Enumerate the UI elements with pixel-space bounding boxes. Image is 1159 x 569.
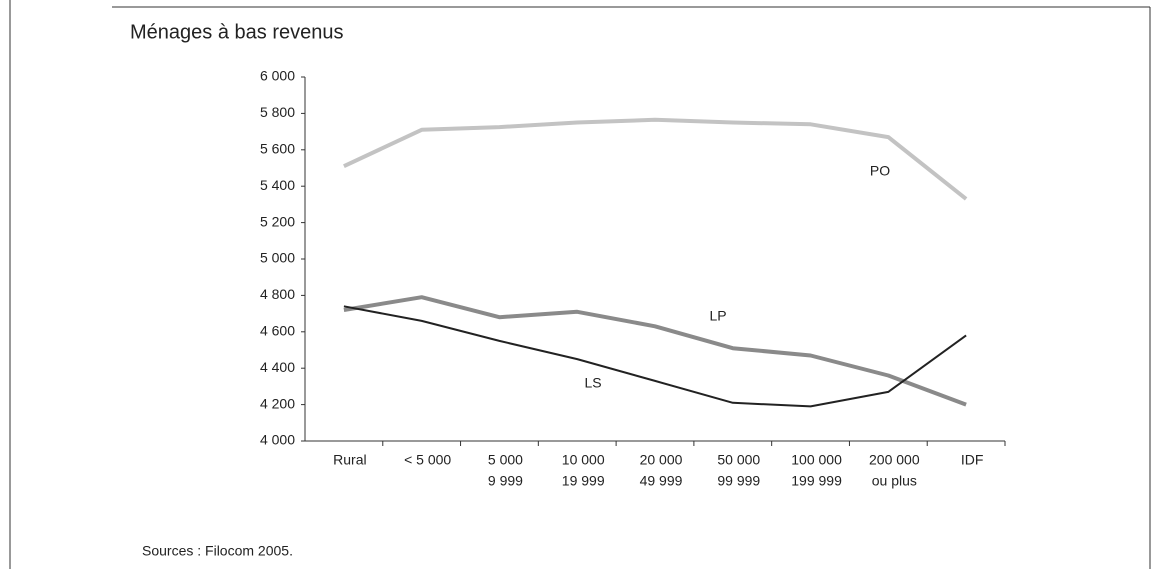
x-tick-label: 199 999 — [791, 473, 842, 489]
series-label: LP — [709, 308, 726, 324]
y-tick-label: 4 600 — [260, 323, 295, 339]
x-tick-label: Rural — [333, 452, 366, 468]
x-tick-label: ou plus — [872, 473, 917, 489]
x-tick-label: 19 999 — [562, 473, 605, 489]
series-line — [343, 305, 967, 408]
y-tick-label: 4 400 — [260, 359, 295, 375]
series-line — [343, 295, 967, 407]
y-tick-label: 4 800 — [260, 286, 295, 302]
series-label: PO — [870, 163, 890, 179]
x-tick-label: 9 999 — [488, 473, 523, 489]
x-tick-label: 50 000 — [717, 452, 760, 468]
y-tick-label: 5 200 — [260, 213, 295, 229]
y-tick-label: 5 800 — [260, 104, 295, 120]
x-tick-label: < 5 000 — [404, 452, 451, 468]
x-tick-label: 49 999 — [640, 473, 683, 489]
series-label: LS — [584, 375, 601, 391]
y-tick-label: 4 000 — [260, 432, 295, 448]
x-tick-label: 200 000 — [869, 452, 920, 468]
y-tick-label: 5 400 — [260, 177, 295, 193]
x-tick-label: 20 000 — [640, 452, 683, 468]
y-tick-label: 5 600 — [260, 141, 295, 157]
series-line — [343, 117, 968, 201]
y-tick-label: 5 000 — [260, 250, 295, 266]
chart-title: Ménages à bas revenus — [130, 21, 343, 43]
y-tick-label: 4 200 — [260, 395, 295, 411]
x-tick-label: 100 000 — [791, 452, 842, 468]
x-tick-label: IDF — [961, 452, 984, 468]
source-note: Sources : Filocom 2005. — [142, 543, 293, 559]
x-tick-label: 10 000 — [562, 452, 605, 468]
x-tick-label: 5 000 — [488, 452, 523, 468]
y-tick-label: 6 000 — [260, 68, 295, 84]
x-tick-label: 99 999 — [717, 473, 760, 489]
